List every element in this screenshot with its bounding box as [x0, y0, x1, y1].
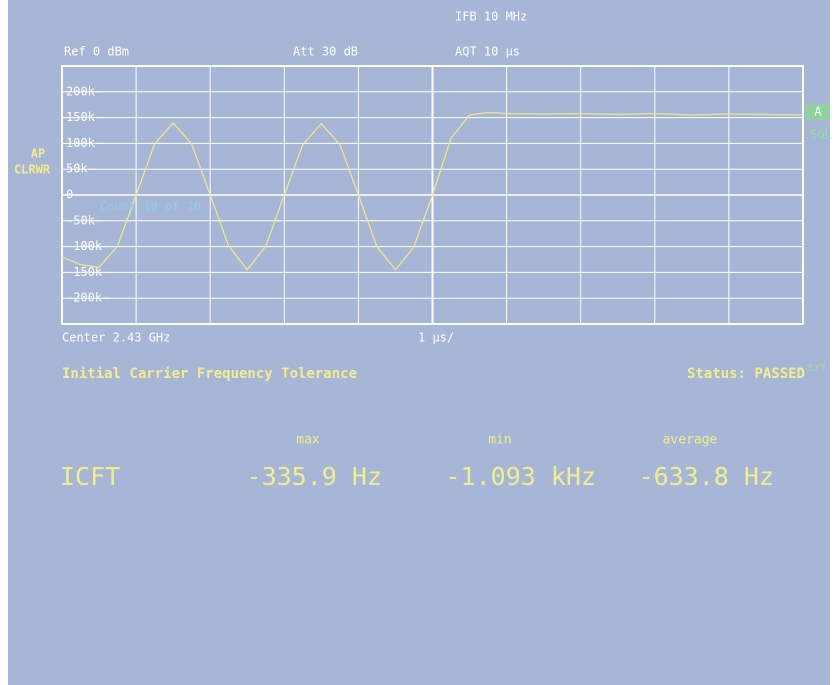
x-scale: 1 µs/ — [418, 331, 454, 345]
plot-frame — [61, 65, 804, 325]
y-tick-label: 150k — [66, 110, 96, 124]
value: -1.093 kHz — [445, 462, 596, 491]
ifb: IFB 10 MHz — [455, 10, 527, 24]
trace-box — [806, 104, 830, 120]
column-header: max — [296, 433, 320, 448]
ap: AP — [31, 147, 45, 161]
ref: Ref 0 dBm — [64, 45, 129, 59]
y-tick-label: -150k — [66, 265, 103, 279]
column-header: min — [488, 433, 511, 448]
att: Att 30 dB — [293, 45, 358, 59]
trace-line — [61, 111, 804, 271]
plot: 200k 150k 100k 50k 0 -50k -100k -150k -200k — [61, 65, 804, 325]
status: Status: PASSED — [687, 366, 805, 382]
measurement-title: Initial Carrier Frequency Tolerance — [62, 366, 357, 382]
column-header: average — [663, 433, 718, 448]
y-tick-label: -200k — [66, 291, 103, 305]
value: -633.8 Hz — [639, 462, 774, 491]
clrwr: CLRWR — [14, 163, 51, 177]
y-tick-label: 0 — [66, 188, 73, 202]
background — [8, 0, 830, 685]
y-tick-label: 100k — [66, 136, 96, 150]
count: Count 10 of 10 — [100, 200, 201, 214]
trace: A — [814, 105, 822, 119]
aqt: AQT 10 µs — [455, 45, 520, 59]
y-tick-label: -100k — [66, 239, 103, 253]
row-name: ICFT — [60, 462, 120, 491]
value: -335.9 Hz — [247, 462, 382, 491]
sgl: SGL — [810, 128, 832, 142]
y-tick-label: 50k — [66, 162, 88, 176]
center: Center 2.43 GHz — [62, 331, 170, 345]
y-tick-label: 200k — [66, 84, 96, 98]
y-tick-label: -50k — [66, 213, 96, 227]
ext: EXT — [808, 363, 826, 374]
